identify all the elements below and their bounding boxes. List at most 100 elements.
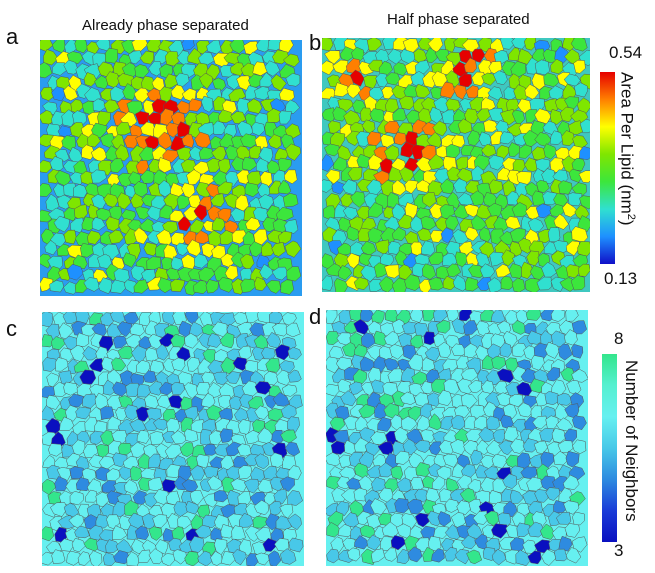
voronoi-cell (340, 390, 357, 407)
voronoi-cell (237, 491, 252, 505)
voronoi-cell (150, 359, 165, 374)
voronoi-cell (157, 131, 173, 150)
voronoi-cell (66, 550, 81, 566)
voronoi-cell (395, 450, 410, 465)
voronoi-cell (230, 111, 247, 124)
voronoi-cell (565, 310, 579, 322)
voronoi-cell (206, 404, 223, 422)
voronoi-cell (194, 525, 213, 539)
voronoi-cell (464, 226, 479, 242)
voronoi-cell (322, 60, 334, 76)
voronoi-cell (42, 357, 58, 372)
voronoi-cell (49, 156, 64, 172)
voronoi-cell (508, 393, 524, 408)
voronoi-cell (217, 158, 231, 174)
voronoi-cell (527, 521, 545, 538)
voronoi-cell (133, 279, 149, 294)
voronoi-cell (112, 525, 128, 541)
voronoi-cell (166, 464, 183, 478)
voronoi-cell (565, 547, 582, 564)
voronoi-cell (284, 123, 301, 139)
voronoi-cell (511, 320, 527, 335)
voronoi-cell (349, 69, 365, 87)
voronoi-cell (350, 191, 366, 208)
voronoi-cell (487, 86, 504, 101)
voronoi-cell (467, 264, 486, 279)
voronoi-cell (378, 60, 393, 76)
voronoi-cell (346, 226, 361, 242)
voronoi-cell (409, 310, 423, 324)
voronoi-cell (133, 181, 148, 198)
voronoi-cell (138, 146, 155, 162)
voronoi-cell (210, 193, 225, 207)
voronoi-cell (275, 206, 294, 221)
voronoi-cell (571, 344, 584, 359)
voronoi-cell (463, 343, 479, 358)
voronoi-cell (472, 510, 488, 525)
panel-title-b: Half phase separated (387, 11, 530, 28)
voronoi-cell (105, 216, 120, 232)
neighbors-colorbar-label: Number of Neighbors (622, 360, 641, 522)
voronoi-cell (563, 474, 580, 490)
voronoi-cell (378, 462, 396, 478)
voronoi-cell (322, 275, 334, 291)
voronoi-cell (522, 129, 541, 147)
voronoi-cell (51, 86, 66, 102)
voronoi-cell (337, 242, 355, 256)
voronoi-cell (326, 310, 338, 324)
voronoi-cell (74, 525, 90, 539)
voronoi-cell (558, 535, 573, 552)
voronoi-cell (135, 525, 149, 541)
voronoi-cell (371, 477, 387, 492)
voronoi-cell (218, 109, 233, 124)
voronoi-cell (445, 98, 461, 112)
voronoi-cell (143, 242, 158, 257)
voronoi-cell (369, 108, 386, 123)
voronoi-cell (170, 430, 188, 445)
voronoi-cell (511, 202, 528, 218)
voronoi-cell (181, 133, 195, 148)
voronoi-cell (458, 73, 473, 88)
voronoi-cell (367, 154, 384, 171)
voronoi-cell (567, 192, 583, 207)
voronoi-cell (436, 319, 451, 334)
voronoi-cell (224, 265, 239, 281)
voronoi-cell (486, 415, 501, 430)
voronoi-cell (207, 381, 222, 399)
voronoi-cell (40, 61, 53, 79)
voronoi-cell (445, 215, 459, 231)
voronoi-cell (136, 430, 150, 444)
voronoi-cell (111, 357, 127, 372)
voronoi-cell (177, 216, 192, 232)
voronoi-cell (189, 536, 205, 553)
voronoi-cell (202, 514, 219, 529)
voronoi-cell (254, 276, 267, 291)
voronoi-cell (82, 345, 99, 361)
voronoi-cell (454, 549, 471, 565)
voronoi-cell (499, 342, 513, 358)
voronoi-cell (522, 438, 539, 453)
voronoi-cell (366, 131, 382, 146)
voronoi-cell (248, 145, 262, 159)
voronoi-cell (515, 549, 532, 566)
voronoi-cell (83, 72, 98, 87)
voronoi-cell (455, 355, 470, 370)
voronoi-cell (333, 82, 349, 97)
voronoi-cell (242, 156, 258, 171)
voronoi-cell (356, 153, 371, 169)
voronoi-cell (195, 382, 211, 396)
voronoi-cell (352, 368, 367, 384)
voronoi-cell (337, 265, 353, 281)
voronoi-cell (220, 523, 236, 539)
voronoi-cell (105, 539, 121, 553)
voronoi-cell (338, 454, 353, 468)
voronoi-cell (122, 252, 137, 268)
voronoi-cell (444, 547, 459, 562)
voronoi-cell (139, 169, 156, 184)
voronoi-cell (483, 119, 500, 133)
voronoi-cell (358, 404, 377, 419)
voronoi-cell (483, 466, 501, 480)
voronoi-cell (282, 192, 299, 208)
voronoi-cell (143, 370, 157, 383)
voronoi-cell (89, 358, 105, 373)
